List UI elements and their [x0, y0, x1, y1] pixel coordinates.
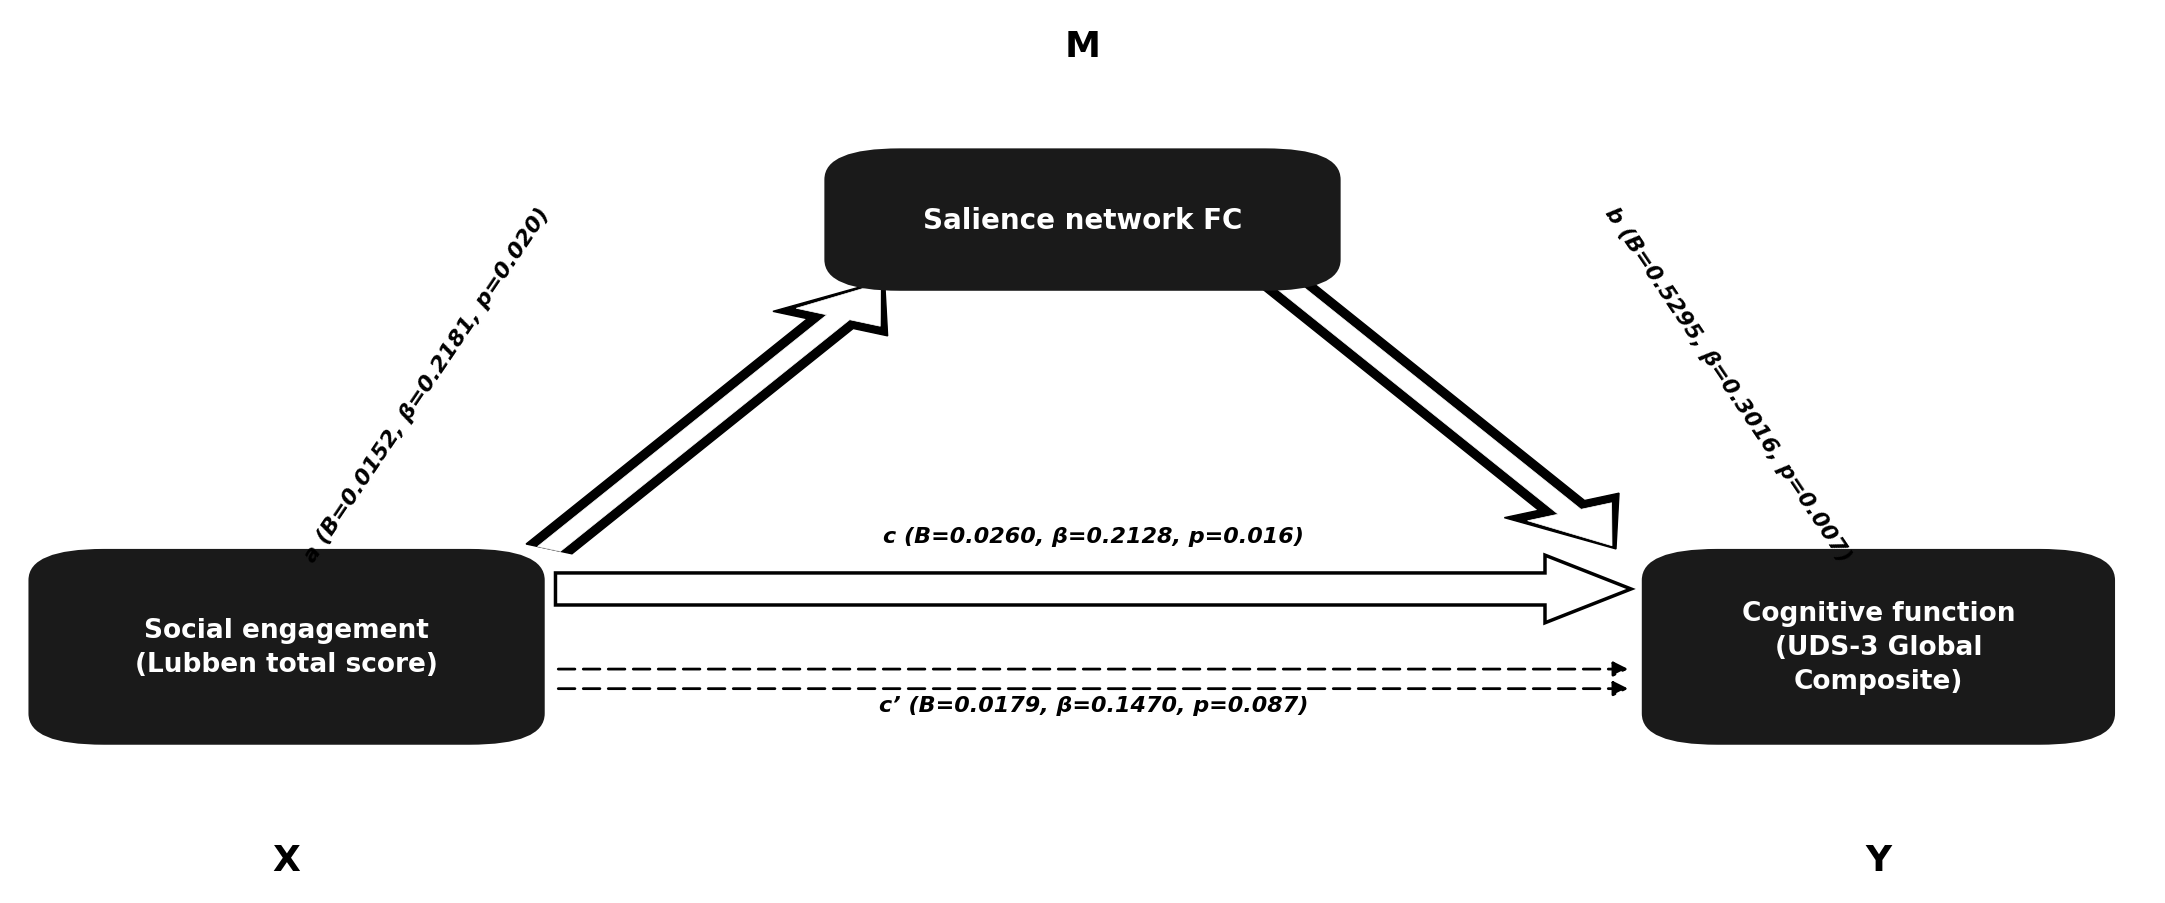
FancyBboxPatch shape: [1641, 549, 2115, 745]
Text: c (B=0.0260, β=0.2128, p=0.016): c (B=0.0260, β=0.2128, p=0.016): [883, 526, 1303, 546]
Text: Y: Y: [1866, 843, 1892, 878]
Text: a (B=0.0152, β=0.2181, p=0.020): a (B=0.0152, β=0.2181, p=0.020): [301, 204, 552, 565]
Polygon shape: [1258, 276, 1619, 549]
Text: X: X: [273, 843, 301, 878]
Text: Social engagement
(Lubben total score): Social engagement (Lubben total score): [134, 617, 437, 677]
Text: M: M: [1065, 30, 1100, 64]
Text: c’ (B=0.0179, β=0.1470, p=0.087): c’ (B=0.0179, β=0.1470, p=0.087): [879, 695, 1308, 715]
FancyBboxPatch shape: [825, 149, 1340, 292]
Text: Cognitive function
(UDS-3 Global
Composite): Cognitive function (UDS-3 Global Composi…: [1741, 600, 2016, 694]
Polygon shape: [537, 284, 881, 552]
Polygon shape: [1269, 278, 1613, 546]
Polygon shape: [526, 281, 888, 554]
FancyBboxPatch shape: [28, 549, 546, 745]
Text: b (B=0.5295, β=0.3016, p=0.007): b (B=0.5295, β=0.3016, p=0.007): [1602, 204, 1855, 566]
Polygon shape: [556, 555, 1630, 623]
Text: Salience network FC: Salience network FC: [922, 207, 1243, 234]
